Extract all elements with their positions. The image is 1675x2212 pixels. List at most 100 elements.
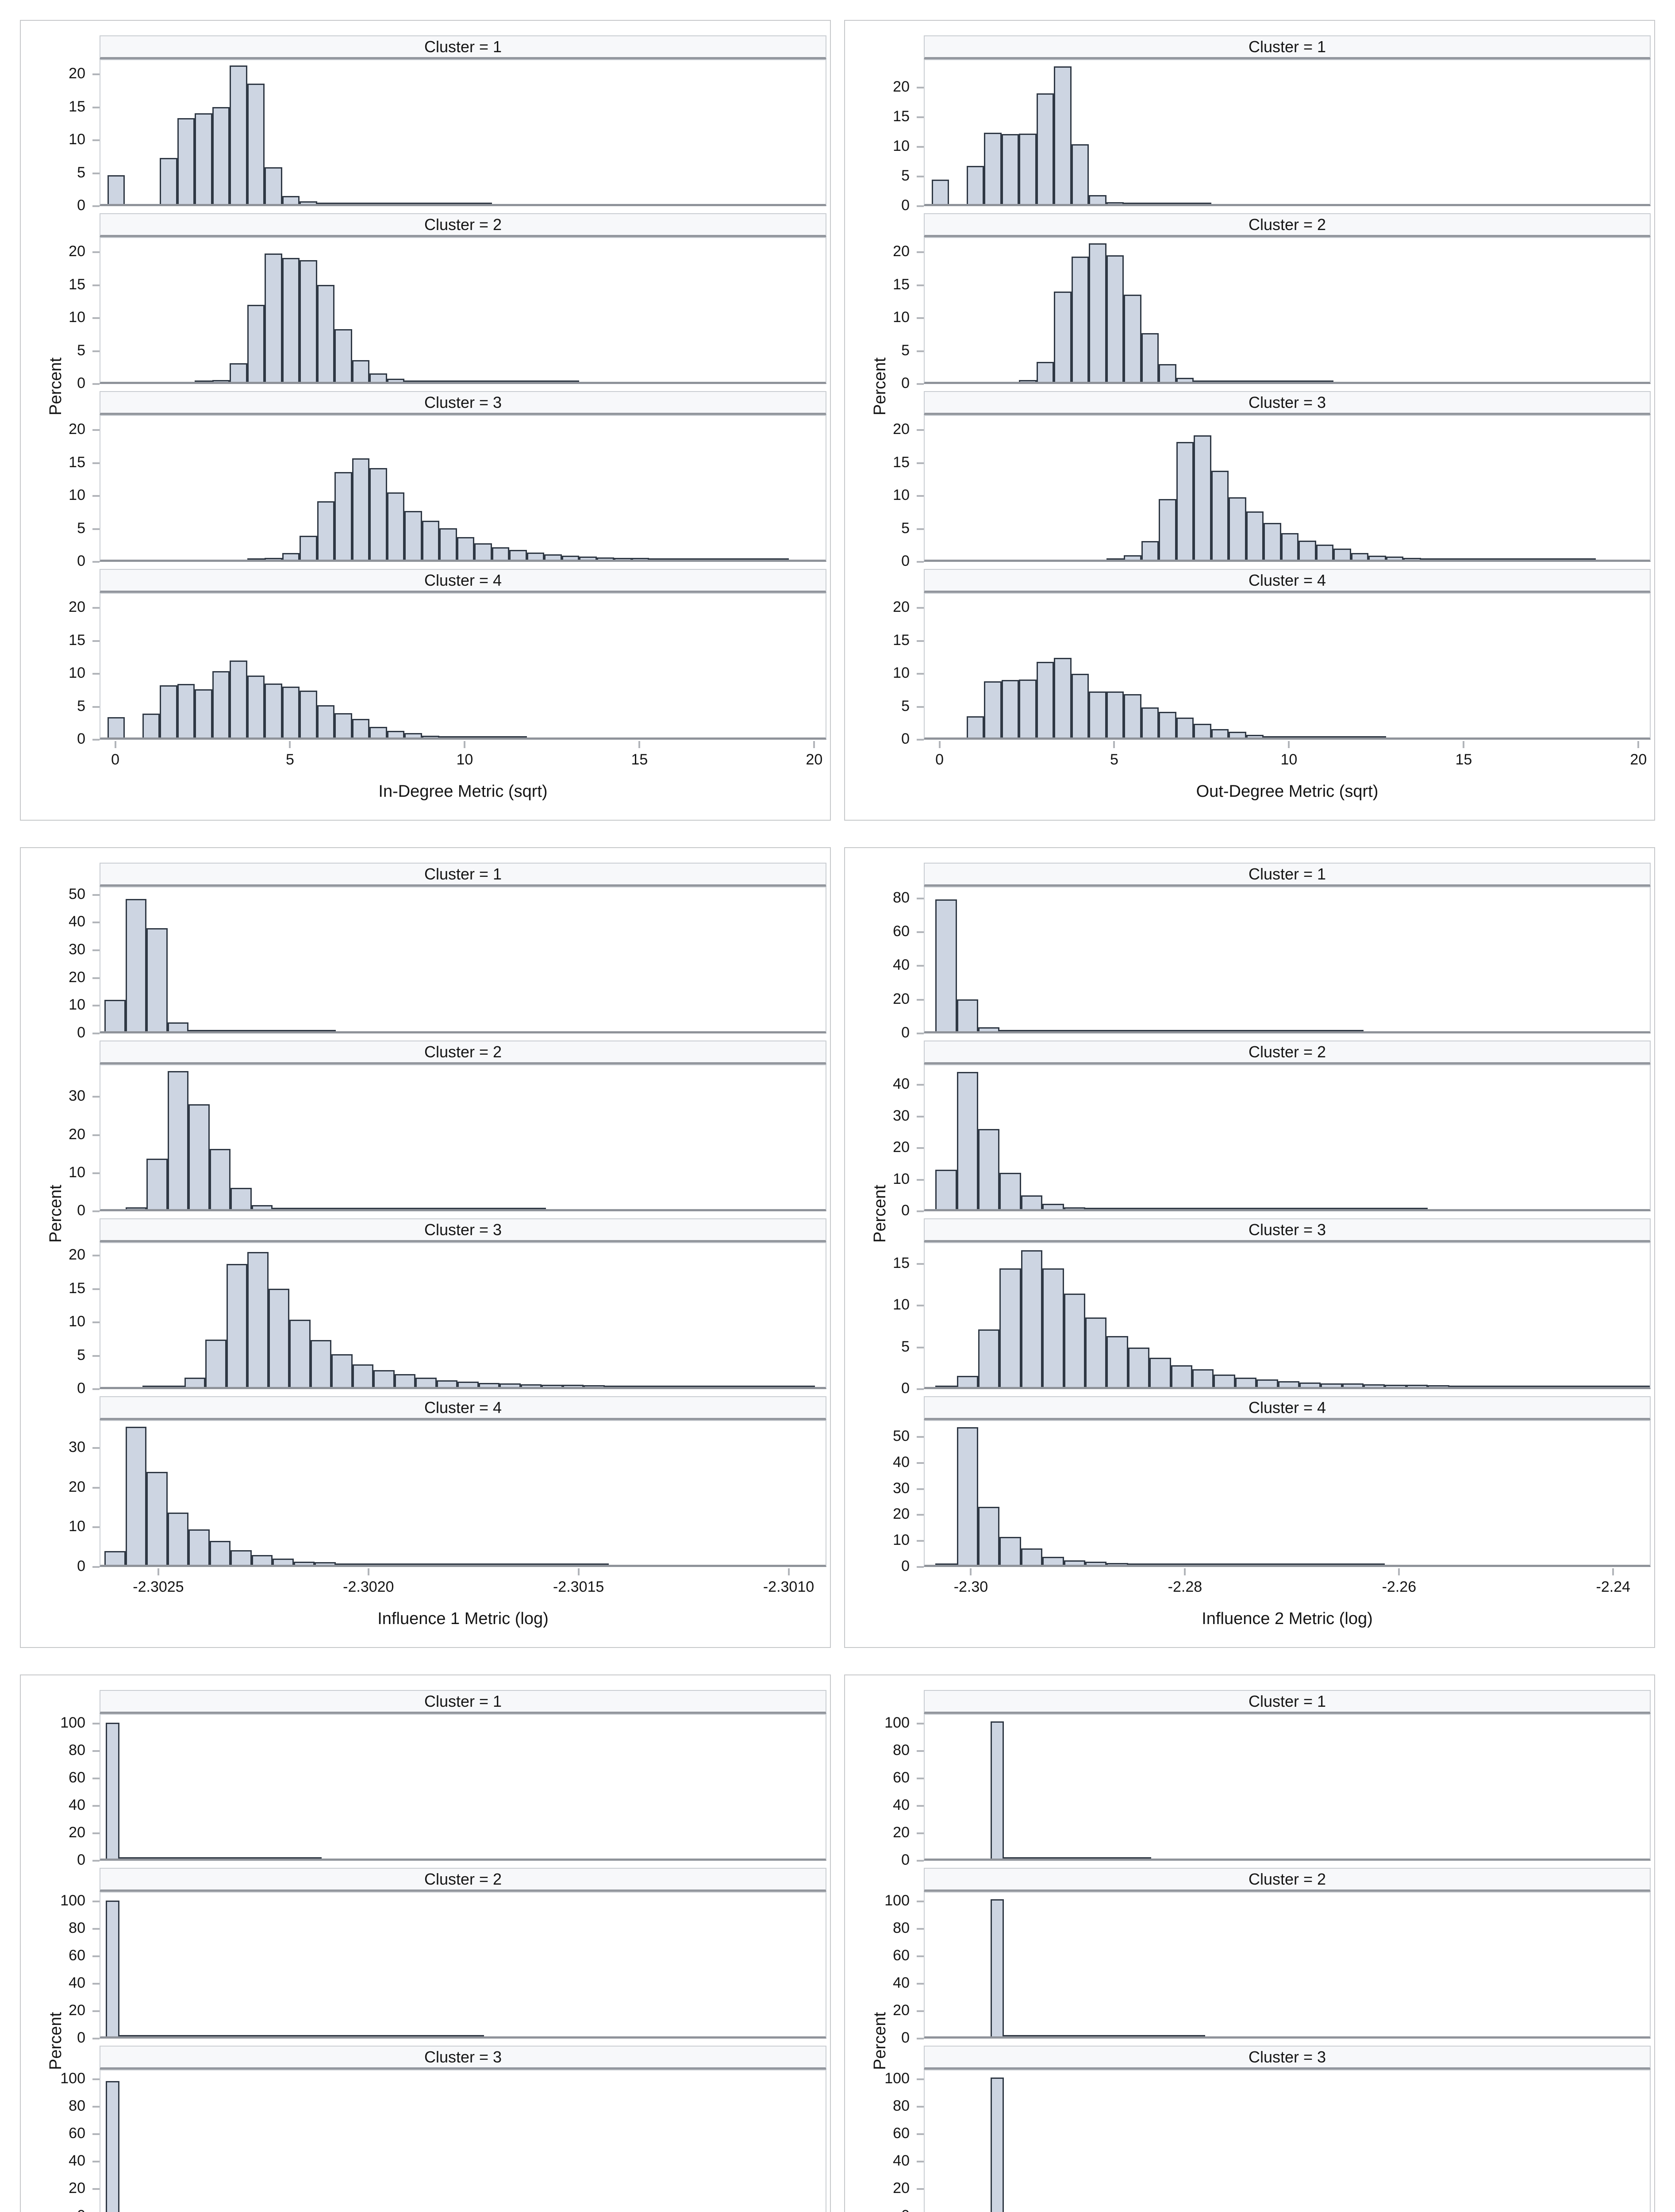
histogram-bar (772, 1386, 794, 1387)
histogram-bar (352, 458, 370, 560)
x-axis-title: In-Degree Metric (sqrt) (378, 782, 548, 801)
histogram-bar (931, 180, 949, 204)
y-tick-label: 60 (69, 1947, 85, 1964)
y-tick-mark (92, 1750, 100, 1752)
figure-influence2: Cluster = 1 0 20 40 60 80 Cluster = 2 0 10 20 30 40… (844, 847, 1655, 1648)
x-tick-label: -2.3015 (553, 1578, 604, 1595)
histogram-bar (119, 2035, 133, 2036)
plot-area (100, 1420, 826, 1567)
histogram-bar (1124, 2035, 1138, 2036)
y-tick-mark (917, 1955, 924, 1957)
histogram-bar (1111, 2035, 1125, 2036)
y-tick-label: 60 (893, 923, 910, 940)
histogram-bar (188, 1529, 210, 1565)
x-tick-label: 15 (1455, 751, 1472, 768)
histogram-bar (1085, 1208, 1107, 1209)
histogram-bar (1171, 1365, 1192, 1387)
y-tick-label: 10 (69, 996, 85, 1014)
histogram-bar (265, 167, 282, 204)
y-tick-label: 20 (893, 2001, 910, 2019)
histogram-bar (404, 733, 422, 737)
y-tick-mark (92, 607, 100, 609)
histogram-bar (300, 201, 317, 204)
histogram-bar (483, 1208, 504, 1209)
histogram-bar (335, 1208, 357, 1209)
y-tick-label: 20 (69, 599, 85, 616)
histogram-bar (1030, 1857, 1044, 1859)
histogram-bar (1492, 1386, 1514, 1387)
histogram-bar (200, 2035, 214, 2036)
y-tick-mark (917, 1805, 924, 1807)
histogram-bar (1556, 1386, 1578, 1387)
histogram-bar (1578, 558, 1596, 560)
y-axis-title: Percent (870, 1185, 889, 1243)
histogram-bar (1194, 435, 1211, 560)
histogram-bar (1364, 1208, 1385, 1209)
y-tick-label: 0 (901, 197, 910, 214)
y-tick-label: 5 (77, 519, 85, 537)
histogram-bar (978, 1027, 1000, 1031)
y-tick-label: 80 (893, 889, 910, 906)
y-tick-mark (917, 205, 924, 207)
histogram-bar (990, 1899, 1004, 2036)
histogram-bar (315, 1030, 336, 1031)
x-tick-mark (464, 741, 466, 748)
cluster-header: Cluster = 3 (924, 1218, 1651, 1242)
histogram-bar (1151, 2035, 1165, 2036)
histogram-bar (457, 736, 475, 737)
y-tick-label: 0 (901, 1558, 910, 1575)
x-tick-mark (577, 1568, 580, 1575)
histogram-bar (1256, 1208, 1278, 1209)
y-tick-label: 15 (893, 1255, 910, 1272)
y-tick-label: 0 (901, 1380, 910, 1397)
cluster-header: Cluster = 1 (924, 863, 1651, 887)
figure-authority: Cluster = 1 0 20 40 60 80 100 Cluster = 2 0 20 40 6… (20, 1674, 831, 2212)
y-tick-label: 30 (69, 941, 85, 958)
y-tick-mark (92, 640, 100, 642)
histogram-bar (1176, 442, 1194, 560)
histogram-bar (1044, 1857, 1058, 1859)
cluster-header: Cluster = 4 (924, 569, 1651, 593)
cluster-header: Cluster = 3 (100, 2046, 826, 2070)
histogram-bar (369, 373, 387, 382)
histogram-bar (1064, 1030, 1085, 1031)
histogram-bar (387, 203, 405, 204)
y-tick-mark (917, 1900, 924, 1902)
histogram-bar (646, 1386, 668, 1387)
histogram-bar (308, 1857, 322, 1859)
y-tick-mark (92, 1805, 100, 1807)
y-tick-mark (917, 176, 924, 178)
histogram-bar (457, 1381, 479, 1387)
histogram-bar (1214, 1208, 1235, 1209)
histogram-bar (443, 2035, 457, 2036)
y-tick-label: 10 (69, 1164, 85, 1181)
histogram-bar (289, 1319, 311, 1387)
histogram-bar (230, 65, 247, 204)
histogram-bar (254, 1857, 268, 1859)
histogram-bar (1406, 1208, 1428, 1209)
histogram-bar (439, 380, 457, 382)
histogram-bar (163, 1385, 184, 1387)
histogram-bar (1192, 1369, 1214, 1387)
x-tick-mark (938, 741, 941, 748)
histogram-bar (1229, 497, 1246, 560)
histogram-bar (1085, 1030, 1107, 1031)
histogram-bar (999, 1268, 1021, 1387)
y-tick-mark (917, 462, 924, 464)
y-tick-mark (917, 1750, 924, 1752)
y-tick-label: 20 (69, 2001, 85, 2019)
histogram-bar (214, 2035, 227, 2036)
histogram-bar (107, 717, 125, 737)
y-tick-mark (92, 1955, 100, 1957)
histogram-bar (1124, 555, 1141, 560)
y-tick-label: 20 (69, 1246, 85, 1263)
y-tick-mark (92, 2133, 100, 2135)
histogram-bar (520, 1384, 542, 1387)
y-tick-label: 20 (69, 421, 85, 438)
histogram-bar (146, 1857, 160, 1859)
histogram-bar (1235, 1208, 1257, 1209)
histogram-bar (1421, 558, 1439, 560)
histogram-bar (461, 1563, 483, 1565)
y-tick-mark (92, 1486, 100, 1489)
plot-area (100, 1064, 826, 1211)
